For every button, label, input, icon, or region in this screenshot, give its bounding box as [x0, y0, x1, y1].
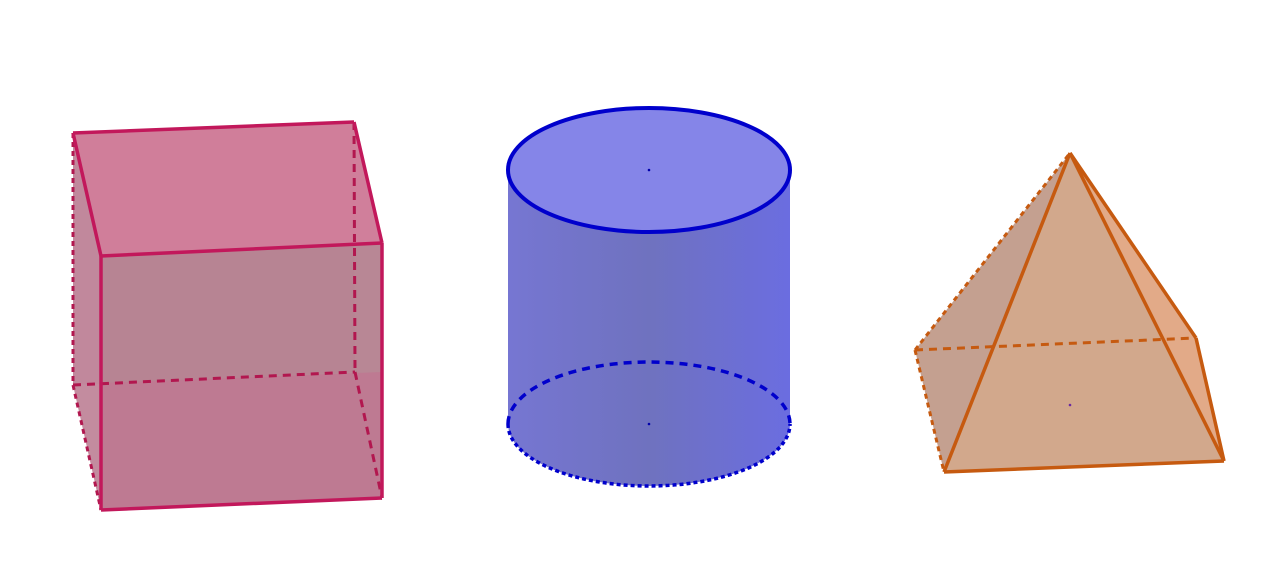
- pyramid-front-face: [944, 153, 1224, 472]
- cube: [71, 120, 384, 512]
- square-pyramid: [913, 152, 1226, 474]
- cube-edge: [352, 121, 384, 244]
- cube-edge: [100, 241, 383, 258]
- cube-hidden-edges: [71, 121, 384, 511]
- pyramid-hidden-edge: [913, 349, 946, 473]
- pyramid-edge: [943, 459, 1225, 474]
- cylinder-bottom-front-edge: [506, 423, 792, 488]
- cube-visible-edges: [71, 120, 384, 512]
- cylinder-body: [508, 170, 790, 486]
- pyramid-edge: [942, 152, 1072, 473]
- pyramid-hidden-edges: [913, 152, 1197, 473]
- pyramid-hidden-edge: [914, 336, 1197, 352]
- cube-edge: [72, 120, 355, 135]
- cube-bottom-front-face: [101, 372, 382, 510]
- pyramid-visible-edges: [942, 152, 1226, 474]
- pyramid-edge: [1068, 152, 1198, 339]
- pyramid-edge: [1194, 337, 1226, 462]
- pyramid-base-center-point: [1068, 403, 1072, 407]
- pyramid-left-face: [915, 153, 1070, 472]
- cube-top-face: [73, 122, 382, 256]
- cube-hidden-edge: [72, 370, 356, 387]
- cube-hidden-edge: [71, 384, 103, 511]
- cylinder-bottom-center-point: [647, 422, 651, 426]
- cube-hidden-edge: [353, 371, 384, 499]
- cube-edge: [100, 496, 383, 512]
- pyramid-hidden-edge: [913, 152, 1072, 351]
- pyramid-edge: [1068, 152, 1226, 462]
- cylinder-top-center-point: [647, 168, 651, 172]
- cylinder-bottom-hidden-edge: [506, 360, 792, 425]
- cube-edge: [71, 132, 103, 257]
- cylinder: [506, 106, 792, 488]
